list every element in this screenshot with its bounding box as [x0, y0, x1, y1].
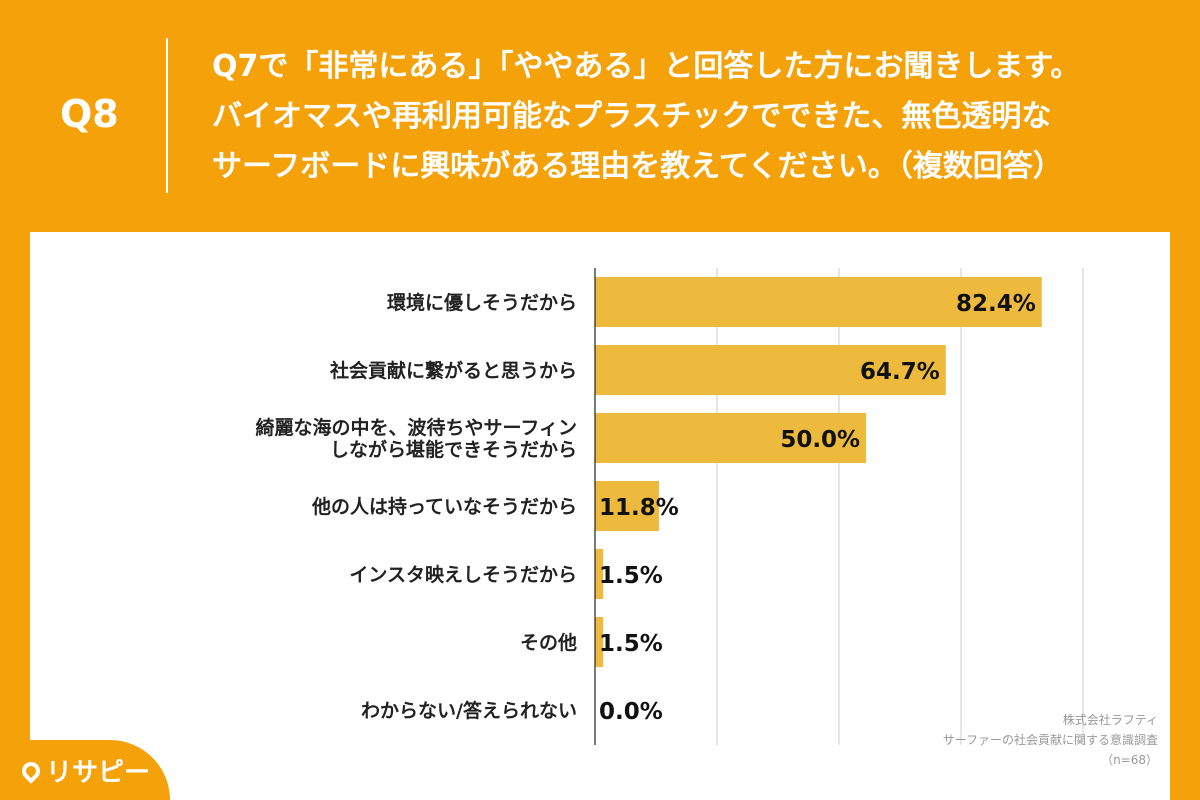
question-line-2: バイオマスや再利用可能なプラスチックでできた、無色透明な	[212, 99, 1052, 134]
question-number: Q8	[60, 92, 119, 136]
category-label-line: 綺麗な海の中を、波待ちやサーフィン	[256, 416, 577, 439]
credit-company: 株式会社ラフティ	[1062, 713, 1158, 727]
category-label-line: 他の人は持っていなそうだから	[311, 495, 577, 518]
question-line-1: Q7で「非常にある」「ややある」と回答した方にお聞きします。	[212, 49, 1081, 84]
question-line-3: サーフボードに興味がある理由を教えてください。（複数回答）	[212, 149, 1063, 184]
credit-sample-size: （n=68）	[1101, 753, 1158, 767]
value-label: 1.5%	[599, 631, 663, 657]
bar	[595, 413, 867, 463]
logo: リサピー	[18, 752, 151, 789]
category-label: インスタ映えしそうだから	[349, 564, 577, 586]
category-label-line: 社会貢献に繋がると思うから	[329, 359, 577, 382]
value-label: 64.7%	[860, 359, 940, 385]
value-label: 50.0%	[780, 427, 860, 453]
category-label: その他	[520, 631, 577, 654]
category-label-line: その他	[520, 631, 577, 654]
credit-survey: サーファーの社会貢献に関する意識調査	[942, 733, 1158, 747]
category-label: 綺麗な海の中を、波待ちやサーフィンしながら堪能できそうだから	[256, 416, 577, 461]
bar	[595, 617, 604, 667]
value-label: 0.0%	[599, 699, 663, 725]
category-label: わからない/答えられない	[361, 699, 577, 722]
value-label: 82.4%	[956, 291, 1036, 317]
category-label-line: インスタ映えしそうだから	[349, 564, 577, 586]
category-label-line: 環境に優しそうだから	[387, 291, 577, 314]
pin-icon	[18, 757, 44, 784]
category-label: 他の人は持っていなそうだから	[311, 495, 577, 518]
logo-text: リサピー	[46, 758, 151, 788]
logo-tab	[0, 740, 170, 800]
category-label-line: わからない/答えられない	[361, 699, 577, 722]
header: Q8 Q7で「非常にある」「ややある」と回答した方にお聞きします。 バイオマスや…	[0, 0, 1200, 232]
category-label: 社会貢献に繋がると思うから	[329, 359, 577, 382]
bar	[595, 549, 604, 599]
bar	[595, 481, 659, 531]
credit: 株式会社ラフティ サーファーの社会貢献に関する意識調査 （n=68）	[943, 710, 1158, 770]
category-label-line: しながら堪能できそうだから	[330, 438, 577, 461]
category-label: 環境に優しそうだから	[387, 291, 577, 314]
header-divider	[166, 38, 168, 193]
bar	[595, 277, 1042, 327]
question-text: Q7で「非常にある」「ややある」と回答した方にお聞きします。 バイオマスや再利用…	[212, 42, 1182, 192]
value-label: 11.8%	[599, 495, 679, 521]
value-label: 1.5%	[599, 563, 663, 589]
bar	[595, 345, 946, 395]
